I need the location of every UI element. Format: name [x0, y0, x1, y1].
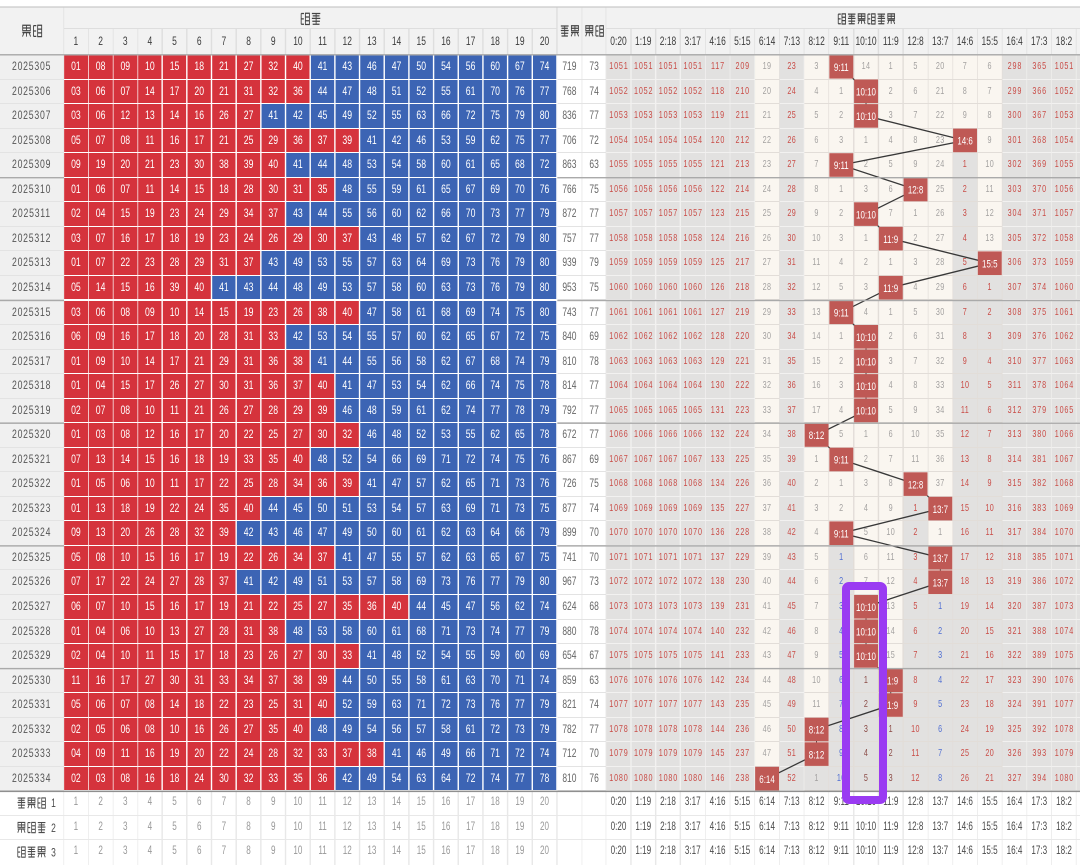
svg-text:10:10: 10:10: [856, 209, 876, 222]
svg-text:10:10: 10:10: [856, 111, 876, 124]
svg-text:10:10: 10:10: [856, 405, 876, 418]
svg-text:9:11: 9:11: [834, 528, 849, 541]
svg-text:8:12: 8:12: [809, 724, 824, 737]
svg-text:11:9: 11:9: [883, 700, 898, 713]
svg-text:8:12: 8:12: [809, 430, 824, 443]
svg-text:10:10: 10:10: [856, 651, 876, 664]
svg-text:6:14: 6:14: [759, 774, 775, 787]
svg-text:13:7: 13:7: [933, 553, 948, 566]
svg-text:3: 3: [51, 847, 56, 860]
svg-text:1: 1: [51, 798, 56, 811]
svg-text:14:6: 14:6: [957, 135, 972, 148]
svg-text:11:9: 11:9: [883, 283, 898, 296]
svg-text:9:11: 9:11: [834, 307, 849, 320]
svg-text:13:7: 13:7: [933, 577, 948, 590]
svg-text:9:11: 9:11: [834, 62, 849, 75]
svg-text:12:8: 12:8: [908, 479, 923, 492]
svg-text:10:10: 10:10: [856, 626, 876, 639]
svg-text:10:10: 10:10: [856, 602, 876, 615]
svg-text:13:7: 13:7: [933, 504, 948, 517]
svg-text:10:10: 10:10: [856, 86, 876, 99]
svg-text:2: 2: [51, 823, 56, 836]
svg-text:9:11: 9:11: [834, 160, 849, 173]
svg-text:10:10: 10:10: [856, 381, 876, 394]
svg-text:11:9: 11:9: [883, 234, 898, 247]
svg-text:8:12: 8:12: [809, 749, 824, 762]
svg-text:9:11: 9:11: [834, 454, 849, 467]
svg-text:12:8: 12:8: [908, 184, 923, 197]
svg-text:10:10: 10:10: [856, 356, 876, 369]
svg-text:11:9: 11:9: [883, 675, 898, 688]
svg-text:10:10: 10:10: [856, 332, 876, 345]
svg-text:15:5: 15:5: [982, 258, 998, 271]
